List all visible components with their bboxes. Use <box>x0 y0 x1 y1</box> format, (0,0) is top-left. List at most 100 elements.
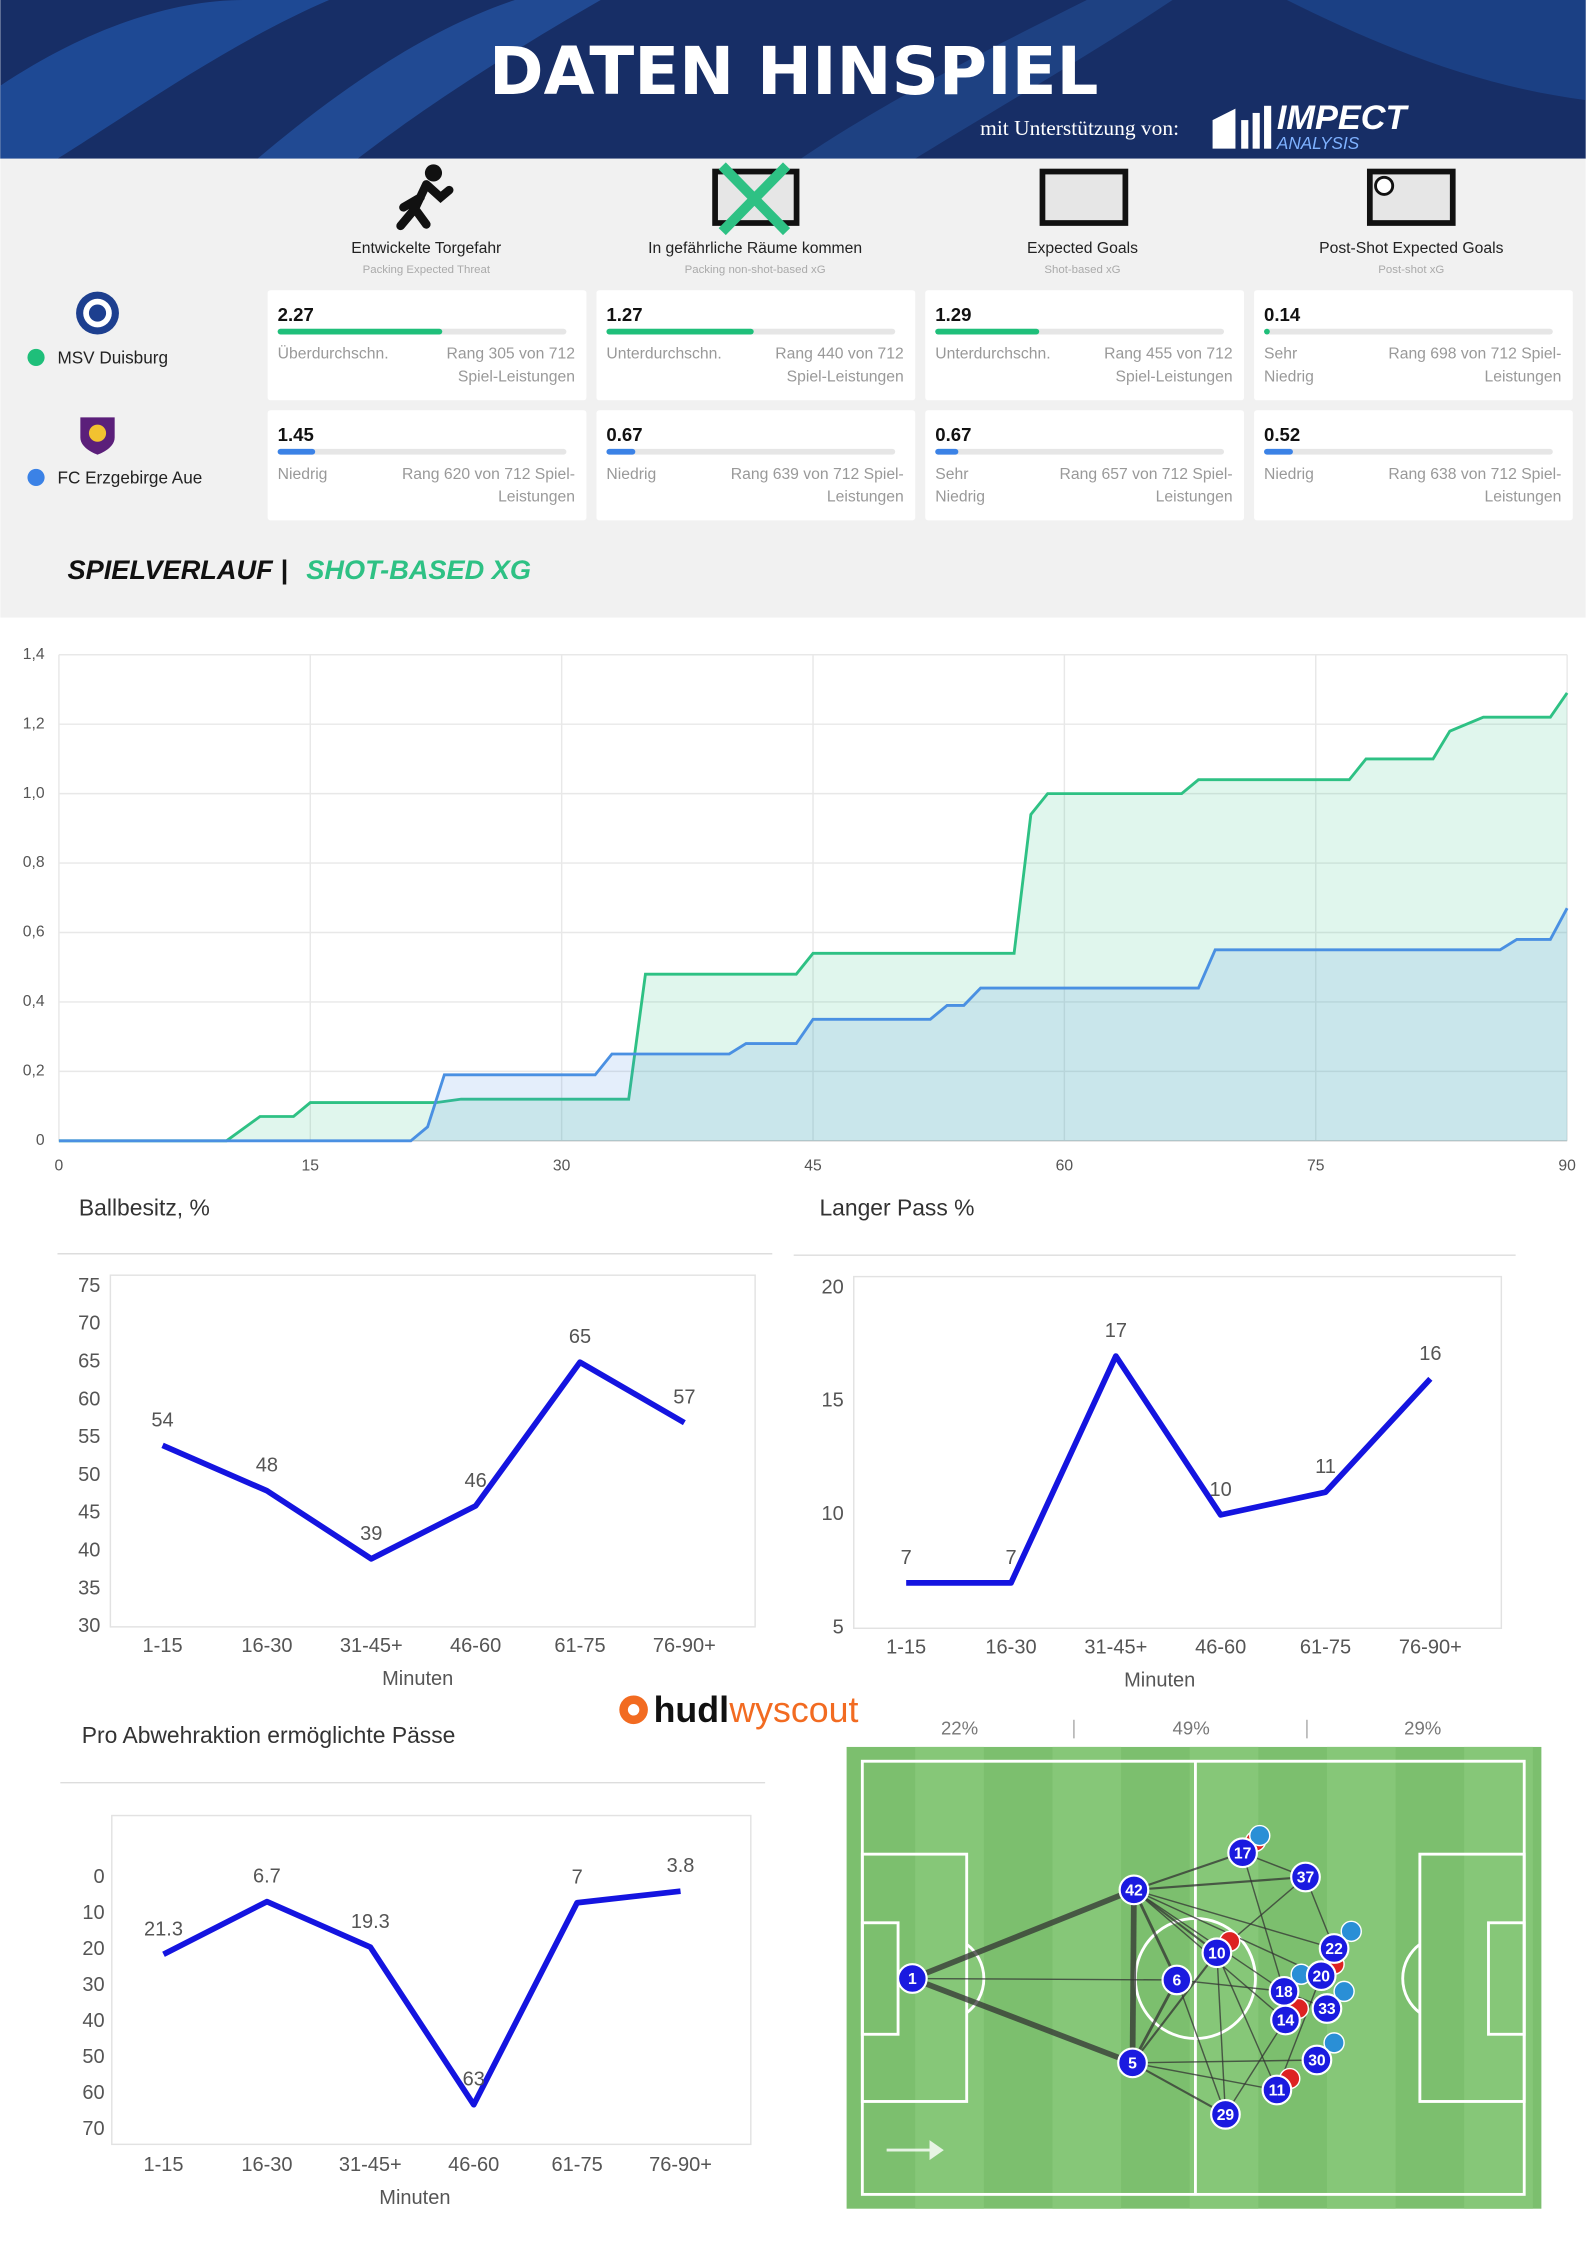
pass-edge <box>1224 2019 1287 2115</box>
player-number: 10 <box>1208 1945 1226 1962</box>
value-label: 19.3 <box>351 1911 390 1933</box>
team-dot <box>27 468 45 487</box>
event-badge <box>1333 1980 1355 2003</box>
section-highlight: SHOT-BASED XG <box>306 554 531 585</box>
pass-edge <box>1241 1852 1285 1992</box>
x-tick-label: 76-90+ <box>1399 1637 1462 1659</box>
value-label: 46 <box>465 1470 487 1492</box>
header-swoosh <box>1286 0 1586 101</box>
value-label: 17 <box>1105 1320 1127 1342</box>
metric-rank: Rang 620 von 712 Spiel- <box>402 466 575 483</box>
metric-rank: Leistungen <box>827 489 904 506</box>
team-name: MSV Duisburg <box>57 347 168 367</box>
x-tick-label: 61-75 <box>554 1635 605 1657</box>
bar-fill <box>935 448 959 455</box>
column-subtitle: Shot-based xG <box>1044 264 1120 276</box>
player-node <box>1290 1861 1321 1893</box>
x-tick-label: 46-60 <box>448 2154 499 2176</box>
pass-edge <box>1131 1952 1218 2064</box>
value-label: 11 <box>1315 1456 1336 1478</box>
header-swoosh <box>257 0 601 159</box>
metric-label: Niedrig <box>935 489 985 506</box>
metric-rank: Leistungen <box>498 489 575 506</box>
metric-rank: Rang 698 von 712 Spiel- <box>1388 346 1561 363</box>
bar-fill <box>1264 448 1293 455</box>
value-label: 21.3 <box>144 1918 183 1940</box>
pass-network: 1 42 5 6 10 17 37 22 20 18 14 33 30 11 29 <box>897 1824 1362 2130</box>
column-subtitle: Packing Expected Threat <box>363 264 491 276</box>
pass-edge <box>1133 1889 1335 1950</box>
event-badge <box>1340 1920 1362 1943</box>
metric-rank: Rang 657 von 712 Spiel- <box>1060 466 1233 483</box>
plot-frame <box>109 1274 756 1628</box>
metric-rank: Spiel-Leistungen <box>787 369 904 386</box>
icon-goal-cross <box>712 162 800 236</box>
support-text: mit Unterstützung von: <box>980 116 1179 140</box>
player-node <box>1210 2098 1241 2130</box>
x-tick-label: 46-60 <box>1195 1637 1246 1659</box>
metric-card <box>925 290 1245 401</box>
player-number: 30 <box>1308 2053 1326 2070</box>
pass-edge <box>911 1887 1136 1982</box>
metric-value: 0.67 <box>935 424 971 445</box>
metric-value: 2.27 <box>278 304 314 325</box>
bar-track <box>606 448 896 455</box>
metric-rank: Leistungen <box>1156 489 1233 506</box>
source-brand: hudl <box>654 1690 729 1730</box>
pass-edge <box>1132 1889 1179 1981</box>
y-tick-label: 0,6 <box>23 924 45 941</box>
x-tick-label: 76-90+ <box>653 1635 716 1657</box>
value-label: 6.7 <box>253 1866 281 1888</box>
y-tick-label: 0,4 <box>23 993 45 1010</box>
value-label: 54 <box>151 1409 173 1431</box>
metric-label: Unterdurchschn. <box>935 346 1050 363</box>
x-tick-label: 0 <box>55 1158 64 1175</box>
pass-edge <box>1131 1979 1179 2064</box>
metric-label: Niedrig <box>278 466 328 483</box>
player-number: 1 <box>908 1971 917 1988</box>
y-tick-label: 75 <box>78 1275 100 1297</box>
metric-card <box>1254 290 1573 401</box>
team-name: FC Erzgebirge Aue <box>57 467 202 487</box>
header-swoosh <box>800 0 1173 159</box>
y-tick-label: 45 <box>78 1502 100 1524</box>
y-tick-label: 50 <box>82 2046 104 2068</box>
player-number: 29 <box>1217 2107 1235 2124</box>
icon-runner <box>396 164 454 231</box>
plot-frame <box>853 1275 1503 1629</box>
player-node <box>1118 1874 1150 1906</box>
bar-fill <box>1264 328 1270 335</box>
value-label: 63 <box>463 2069 485 2091</box>
player-node <box>1301 2044 1333 2076</box>
icon-goal-ball <box>1366 168 1456 226</box>
metric-rank: Rang 440 von 712 <box>775 346 903 363</box>
section-title: SPIELVERLAUF | <box>67 554 287 585</box>
pass-edge <box>912 1977 1177 1981</box>
x-tick-label: 90 <box>1558 1158 1576 1175</box>
bar-track <box>1264 328 1553 335</box>
x-tick-label: 1-15 <box>886 1637 926 1659</box>
player-number: 33 <box>1318 2001 1336 2018</box>
pass-edge <box>1176 1979 1285 1993</box>
value-label: 16 <box>1419 1343 1441 1365</box>
series-line <box>162 1888 681 2108</box>
y-tick-label: 55 <box>78 1426 100 1448</box>
metric-card <box>925 410 1245 521</box>
pass-edge <box>1133 1889 1218 1954</box>
pass-edge <box>1132 2061 1226 2116</box>
value-label: 65 <box>569 1326 591 1348</box>
x-tick-label: 60 <box>1056 1158 1074 1175</box>
y-tick-label: 60 <box>82 2082 104 2104</box>
player-node <box>1201 1937 1233 1969</box>
series-line <box>58 907 1569 1143</box>
metric-rank: Spiel-Leistungen <box>1115 369 1232 386</box>
area-fill <box>58 908 1568 1141</box>
series-line <box>58 692 1569 1143</box>
metric-label: Niedrig <box>606 466 656 483</box>
value-label: 7 <box>901 1547 912 1569</box>
x-tick-label: 31-45+ <box>1084 1637 1147 1659</box>
x-tick-label: 75 <box>1307 1158 1325 1175</box>
player-node <box>1311 1993 1343 2024</box>
metric-value: 1.45 <box>278 424 314 445</box>
player-node <box>1305 1960 1337 1992</box>
